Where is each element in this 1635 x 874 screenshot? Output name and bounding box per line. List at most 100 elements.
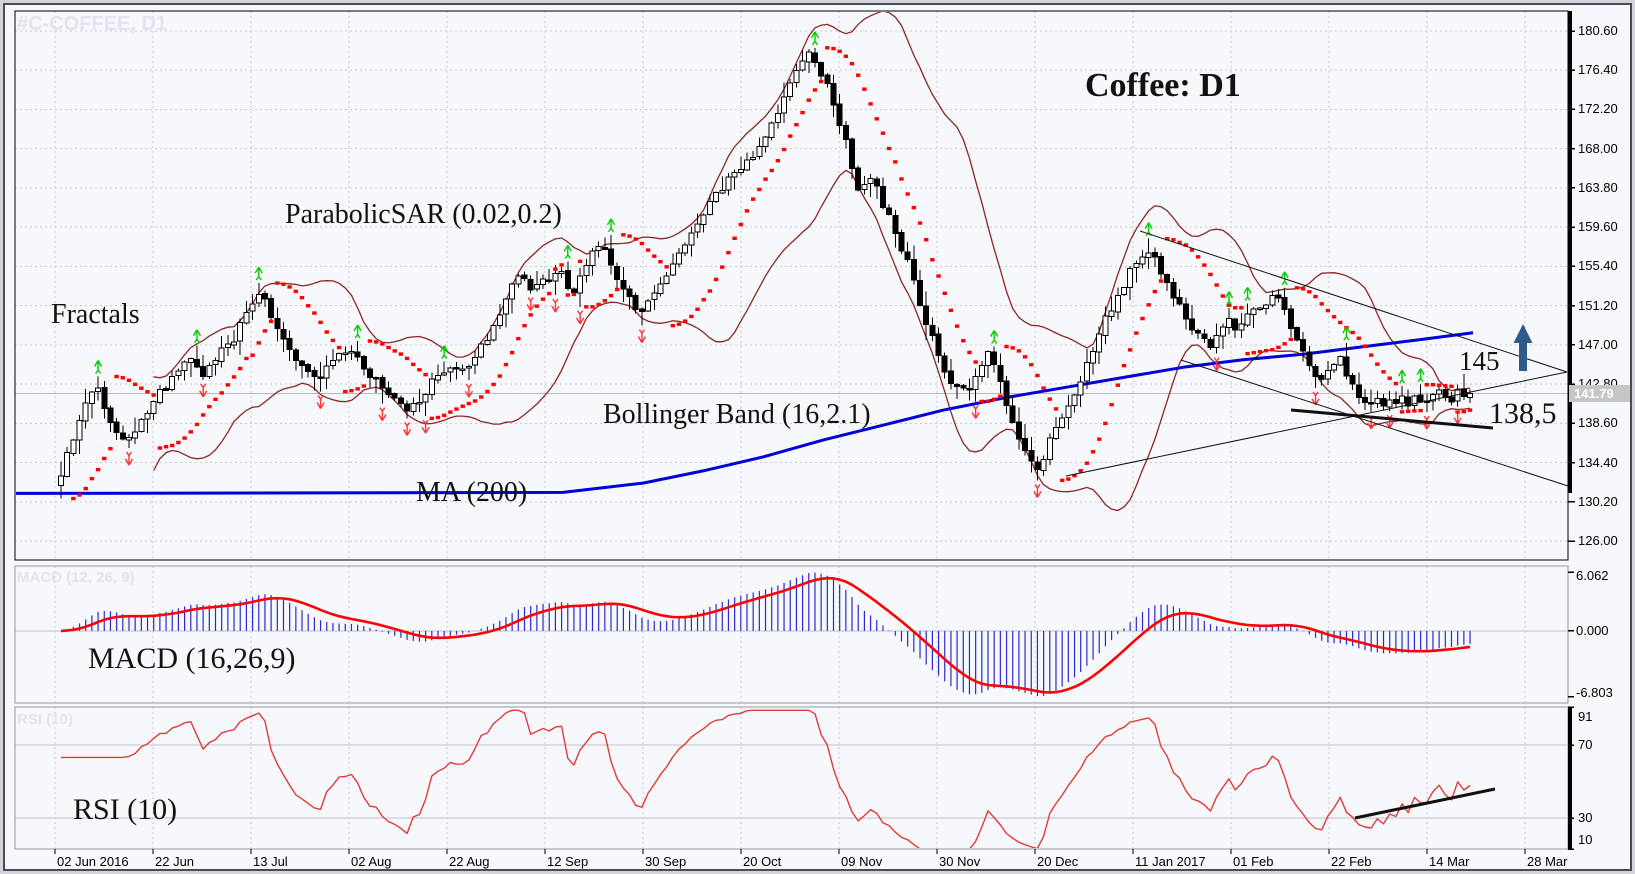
parabolic-sar-label: ParabolicSAR (0.02,0.2) bbox=[285, 199, 562, 230]
fractal-down-icon bbox=[1385, 414, 1394, 429]
macd-plot[interactable] bbox=[60, 572, 1471, 697]
fractals-label: Fractals bbox=[51, 299, 140, 330]
date-tick-label: 09 Nov bbox=[841, 854, 883, 869]
ma200-line[interactable] bbox=[15, 331, 1474, 495]
fractal-down-icon bbox=[199, 383, 208, 398]
price-tick-label: 126.00 bbox=[1578, 533, 1618, 548]
upper-descending-trendline[interactable] bbox=[1139, 230, 1568, 373]
price-tick-label: 134.40 bbox=[1578, 454, 1618, 470]
ma200-label: MA (200) bbox=[416, 477, 528, 508]
thick-support-line[interactable] bbox=[1290, 408, 1494, 430]
fractal-down-icon bbox=[402, 421, 412, 436]
resistance-annotation-text[interactable]: 145 bbox=[1459, 346, 1500, 376]
macd-tick-label: -6.803 bbox=[1576, 684, 1613, 700]
fractal-up-icon bbox=[353, 324, 362, 339]
price-tick-label: 138.60 bbox=[1578, 415, 1618, 431]
bollinger-band-label: Bollinger Band (16,2.1) bbox=[603, 399, 871, 430]
parabolic-sar-dots bbox=[71, 46, 1473, 501]
fractal-down-icon bbox=[124, 451, 134, 466]
annotation-objects bbox=[1065, 230, 1569, 820]
up-arrow-annotation-icon[interactable] bbox=[1513, 324, 1533, 371]
macd-signal-line bbox=[60, 576, 1471, 694]
fractal-down-icon bbox=[378, 407, 387, 422]
date-tick-label: 22 Aug bbox=[449, 854, 490, 869]
macd-label: MACD (16,26,9) bbox=[88, 642, 296, 675]
support-annotation-text[interactable]: 138,5 bbox=[1489, 397, 1557, 430]
price-tick-label: 163.80 bbox=[1578, 179, 1618, 195]
fractal-up-icon bbox=[1342, 326, 1351, 341]
macd-tick-label: 0.000 bbox=[1576, 622, 1609, 638]
fractal-up-icon bbox=[192, 329, 202, 344]
date-tick-label: 20 Oct bbox=[743, 854, 782, 869]
price-tick-label: 168.00 bbox=[1578, 140, 1618, 156]
price-tick-label: 130.20 bbox=[1578, 493, 1618, 509]
chart-canvas[interactable] bbox=[3, 3, 1635, 874]
rsi-line bbox=[61, 709, 1471, 848]
fractal-down-icon bbox=[1212, 357, 1221, 371]
date-tick-label: 01 Feb bbox=[1233, 854, 1274, 869]
fractal-up-icon bbox=[440, 345, 449, 359]
fractal-down-icon bbox=[464, 383, 473, 398]
fractal-down-icon bbox=[637, 329, 647, 343]
date-tick-label: 12 Sep bbox=[547, 854, 589, 869]
fractal-up-icon bbox=[93, 360, 103, 374]
rsi-tick-label: 91 bbox=[1578, 709, 1593, 724]
macd-tick-label: 6.062 bbox=[1576, 568, 1609, 583]
macd-watermark: MACD (12, 26, 9) bbox=[17, 569, 135, 586]
current-price-tag: 141.79 bbox=[1569, 385, 1632, 402]
rsi-label: RSI (10) bbox=[73, 793, 178, 826]
price-tick-label: 155.40 bbox=[1578, 258, 1618, 274]
lower-descending-channel[interactable] bbox=[1180, 359, 1569, 487]
fractal-up-icon bbox=[1144, 222, 1153, 237]
bollinger-lower-band bbox=[153, 169, 1471, 512]
fractal-arrows bbox=[93, 31, 1462, 498]
fractal-down-icon bbox=[1422, 415, 1431, 430]
rsi-tick-label: 30 bbox=[1578, 810, 1593, 825]
fractal-up-icon bbox=[1416, 368, 1425, 383]
fractal-down-icon bbox=[1311, 391, 1320, 406]
bollinger-upper-band bbox=[153, 12, 1471, 392]
rsi-trendline[interactable] bbox=[1354, 787, 1496, 820]
fractal-down-icon bbox=[1033, 483, 1042, 498]
date-tick-label: 20 Dec bbox=[1037, 854, 1079, 869]
date-tick-label: 13 Jul bbox=[253, 854, 288, 869]
rsi-plot[interactable] bbox=[61, 709, 1471, 849]
fractal-down-icon bbox=[421, 419, 430, 434]
level-lines bbox=[15, 393, 1568, 819]
price-tick-label: 172.20 bbox=[1578, 101, 1618, 117]
date-tick-label: 14 Mar bbox=[1429, 854, 1470, 869]
date-tick-label: 22 Feb bbox=[1331, 854, 1372, 869]
rsi-tick-label: 10 bbox=[1578, 832, 1593, 847]
fractal-down-icon bbox=[1367, 415, 1376, 430]
date-tick-label: 30 Sep bbox=[645, 854, 687, 869]
fractal-up-icon bbox=[1397, 369, 1407, 384]
price-tick-label: 151.20 bbox=[1578, 297, 1618, 313]
fractal-down-icon bbox=[551, 298, 560, 313]
chart-title: Coffee: D1 bbox=[1085, 67, 1241, 104]
fractal-up-icon bbox=[563, 245, 572, 259]
fractal-up-icon bbox=[254, 266, 263, 281]
fractal-down-icon bbox=[971, 404, 980, 419]
fractal-down-icon bbox=[526, 297, 535, 311]
fractal-up-icon bbox=[1280, 271, 1289, 286]
price-tick-label: 180.60 bbox=[1578, 23, 1618, 38]
fractal-down-icon bbox=[576, 310, 585, 325]
main-plot[interactable] bbox=[15, 11, 1474, 512]
price-tick-label: 176.40 bbox=[1578, 62, 1618, 78]
lower-ascending-trendline[interactable] bbox=[1065, 371, 1568, 477]
fractal-up-icon bbox=[810, 31, 820, 46]
fractal-up-icon bbox=[606, 218, 616, 233]
fractal-down-icon bbox=[316, 395, 325, 409]
date-tick-label: 22 Jun bbox=[155, 854, 195, 869]
price-tick-label: 147.00 bbox=[1578, 336, 1618, 352]
rsi-tick-label: 70 bbox=[1578, 737, 1593, 752]
candlesticks bbox=[58, 47, 1474, 499]
rsi-watermark: RSI (10) bbox=[17, 711, 73, 728]
fractal-up-icon bbox=[1243, 287, 1252, 301]
price-tick-label: 159.60 bbox=[1578, 219, 1618, 235]
date-tick-label: 30 Nov bbox=[939, 854, 981, 869]
fractal-up-icon bbox=[990, 330, 999, 344]
fractal-down-icon bbox=[1453, 410, 1462, 425]
fractal-up-icon bbox=[1224, 291, 1234, 306]
